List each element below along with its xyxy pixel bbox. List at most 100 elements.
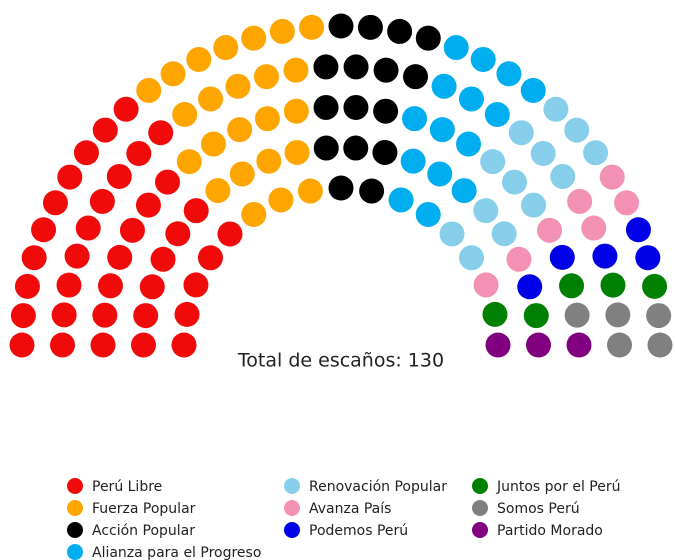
seat [357,14,383,40]
seat [283,57,309,83]
seat [599,164,625,190]
seat [501,169,527,195]
seat [456,131,482,157]
seat [485,332,511,358]
seat [176,149,202,175]
seat [549,244,575,270]
seat [9,332,35,358]
seat [136,77,162,103]
seat [543,96,569,122]
seat [198,86,224,112]
seat [473,272,499,298]
party-seats [482,272,668,329]
seat [508,120,534,146]
party-seats [313,13,441,204]
seat [92,117,118,143]
seat [92,302,118,328]
seat [431,73,457,99]
seat [415,201,441,227]
seat [135,192,161,218]
seat [113,96,139,122]
seat [50,332,75,358]
seat [269,18,295,44]
seat [600,272,626,298]
seat [443,35,469,61]
seat [313,135,339,161]
seat [605,302,631,328]
party-seats [9,96,243,358]
legend-label: Avanza País [309,501,391,517]
seat [451,178,477,204]
seat [592,243,618,269]
seat [520,77,546,103]
legend-swatch [472,522,488,538]
seat [387,18,413,44]
legend-swatch [284,500,300,516]
seat [256,148,282,174]
legend-swatch [284,478,300,494]
seat [484,101,510,127]
party-seats [136,14,325,227]
legend-label: Juntos por el Perú [496,479,620,495]
seat [174,301,200,327]
seat [268,187,294,213]
seat [517,274,543,300]
seat [229,161,255,187]
legend-label: Acción Popular [92,523,195,539]
legend-label: Somos Perú [497,501,580,517]
seat [10,303,36,329]
legend-label: Perú Libre [92,479,162,495]
seat [14,273,40,299]
seat [90,332,116,358]
seat [473,198,499,224]
seat [523,303,549,329]
seat [635,245,661,271]
seat [625,217,651,243]
seat [51,302,77,328]
seat [126,140,152,166]
seat [225,73,251,99]
seat [205,178,231,204]
seat [241,25,267,51]
seat [160,61,186,87]
party-seats [473,164,640,298]
seat [139,274,165,300]
legend-swatch [67,478,83,494]
seat [491,221,517,247]
seat [213,35,239,61]
seat [227,117,253,143]
seat [328,175,354,201]
seat [254,106,280,132]
legend-swatch [67,522,83,538]
seat [373,98,399,124]
seat [550,163,576,189]
party-seats [439,96,609,271]
seat [506,246,532,272]
seat [150,246,176,272]
seat [75,215,101,241]
seat [241,201,267,227]
seat [402,106,428,132]
seat [283,98,309,124]
seat [400,148,426,174]
seat [480,149,506,175]
seat [373,57,399,83]
total-label: Total de escaños: 130 [237,350,444,372]
seat [148,120,174,146]
seat [459,245,485,271]
seat [607,332,632,358]
seat [131,332,156,358]
seat [559,273,585,299]
legend-label: Podemos Perú [309,523,408,539]
seat [581,215,607,241]
seat [97,273,123,299]
seat [388,187,414,213]
seat [482,301,508,327]
legend-label: Partido Morado [497,523,603,539]
seat [21,245,47,271]
seat [107,244,133,270]
seat [297,178,323,204]
seat [537,217,563,243]
seat [567,188,593,214]
party-seats [388,35,546,227]
